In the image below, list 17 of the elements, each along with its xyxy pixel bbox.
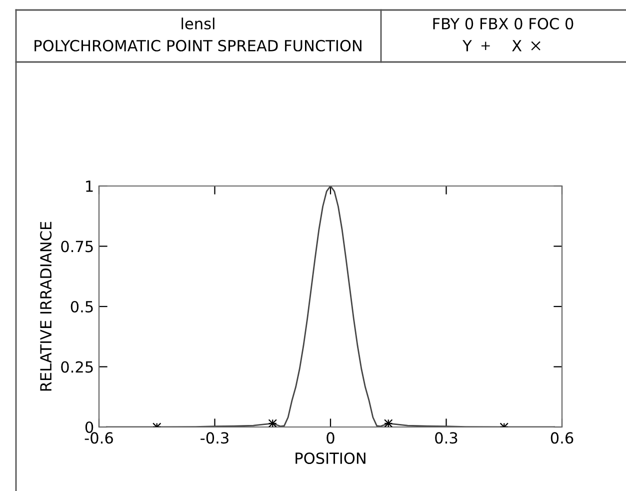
x-tick-label: -0.3 (200, 432, 228, 444)
legend-label: Y (462, 40, 472, 52)
chart-title: lensl (182, 18, 214, 30)
x-tick-label: 0.3 (435, 432, 458, 444)
legend-label: X (512, 40, 522, 52)
text: FBY 0 FBX 0 FOC 0 (433, 18, 574, 30)
y-tick-label: 0 (85, 421, 94, 434)
y-tick-label: 0.75 (61, 240, 93, 252)
y-tick-label: 1 (86, 180, 93, 192)
x-tick-label: 0.6 (550, 432, 574, 444)
x-tick-label: 0 (326, 432, 334, 444)
y-axis-title: RELATIVE IRRADIANCE (40, 222, 52, 391)
y-tick-label: 0.25 (61, 361, 93, 373)
x-tick-label: -0.6 (84, 432, 113, 444)
y-tick-label: 0.5 (70, 300, 93, 313)
chart-subtitle: POLYCHROMATIC POINT SPREAD FUNCTION (34, 40, 362, 52)
x-axis-title: POSITION (296, 452, 366, 464)
